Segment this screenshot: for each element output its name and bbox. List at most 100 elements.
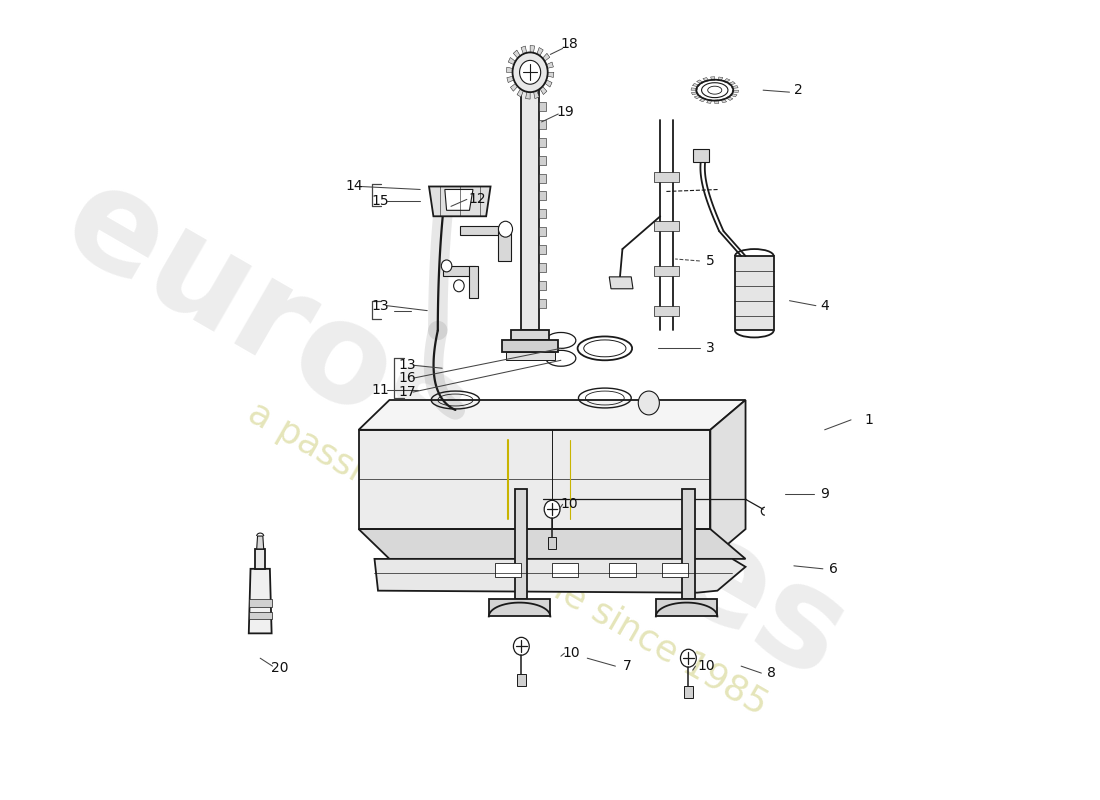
Polygon shape [510,330,550,341]
Polygon shape [682,490,694,598]
Circle shape [453,280,464,292]
Polygon shape [508,58,516,65]
Circle shape [513,53,548,92]
Circle shape [441,260,452,272]
Circle shape [681,650,696,667]
Text: 6: 6 [829,562,838,576]
Polygon shape [506,352,554,360]
Polygon shape [706,99,712,103]
Polygon shape [539,138,546,146]
Polygon shape [544,80,552,87]
Polygon shape [521,46,527,54]
Polygon shape [730,94,737,97]
Text: 8: 8 [768,666,777,680]
Polygon shape [547,62,553,68]
Polygon shape [429,186,491,216]
Polygon shape [530,46,535,53]
Circle shape [514,638,529,655]
Polygon shape [502,341,559,352]
Polygon shape [470,266,478,298]
Polygon shape [534,90,539,98]
Text: 18: 18 [561,38,579,51]
Text: 14: 14 [345,179,363,194]
Text: 4: 4 [821,298,829,313]
Text: eurospares: eurospares [42,152,869,708]
Circle shape [519,60,541,84]
Circle shape [544,500,560,518]
Polygon shape [718,77,723,81]
Polygon shape [715,100,719,103]
Polygon shape [711,77,715,80]
Polygon shape [256,536,264,549]
Polygon shape [539,156,546,165]
Text: 3: 3 [706,342,715,355]
Polygon shape [539,191,546,200]
Polygon shape [539,227,546,236]
Polygon shape [540,86,547,94]
Circle shape [638,391,659,415]
Polygon shape [359,430,711,529]
Circle shape [498,222,513,237]
Polygon shape [654,306,679,315]
Polygon shape [700,98,706,102]
Polygon shape [654,266,679,276]
Polygon shape [249,598,272,606]
Polygon shape [542,54,550,61]
Polygon shape [693,149,708,162]
Polygon shape [726,97,733,101]
Polygon shape [249,611,272,619]
Polygon shape [539,298,546,308]
Polygon shape [359,529,746,559]
Polygon shape [507,76,514,82]
Polygon shape [444,190,473,210]
Text: 1: 1 [865,413,873,427]
Polygon shape [495,563,521,577]
Polygon shape [609,563,636,577]
Text: 10: 10 [562,646,581,660]
Text: 13: 13 [372,298,389,313]
Polygon shape [692,92,698,94]
Polygon shape [517,89,524,97]
Polygon shape [488,598,550,617]
Polygon shape [693,83,700,86]
Text: 10: 10 [697,659,715,673]
Text: 15: 15 [372,194,389,208]
Polygon shape [724,78,730,82]
Polygon shape [733,90,738,93]
Text: a passion for Porsche since 1985: a passion for Porsche since 1985 [242,396,773,722]
Polygon shape [654,171,679,182]
Polygon shape [539,281,546,290]
Polygon shape [548,537,557,549]
Polygon shape [691,88,697,90]
Polygon shape [537,47,543,56]
Text: 12: 12 [469,193,486,206]
Polygon shape [460,226,506,235]
Polygon shape [552,563,579,577]
Polygon shape [539,245,546,254]
Text: 20: 20 [271,661,288,675]
Polygon shape [694,95,702,98]
Polygon shape [255,549,265,569]
Polygon shape [539,210,546,218]
Polygon shape [732,86,738,89]
Polygon shape [521,87,539,330]
Polygon shape [703,78,708,82]
Polygon shape [662,563,689,577]
Polygon shape [539,263,546,272]
Polygon shape [249,569,272,634]
Polygon shape [514,50,520,58]
Polygon shape [539,174,546,182]
Text: 17: 17 [398,385,416,399]
Polygon shape [515,490,528,598]
Polygon shape [526,92,530,99]
Polygon shape [696,80,704,84]
Polygon shape [720,98,727,102]
Text: 11: 11 [372,383,389,397]
Text: 16: 16 [398,371,416,385]
Polygon shape [711,400,746,559]
Polygon shape [735,256,773,330]
Text: 5: 5 [706,254,715,268]
Polygon shape [498,226,510,261]
Polygon shape [374,559,746,593]
Polygon shape [517,674,526,686]
